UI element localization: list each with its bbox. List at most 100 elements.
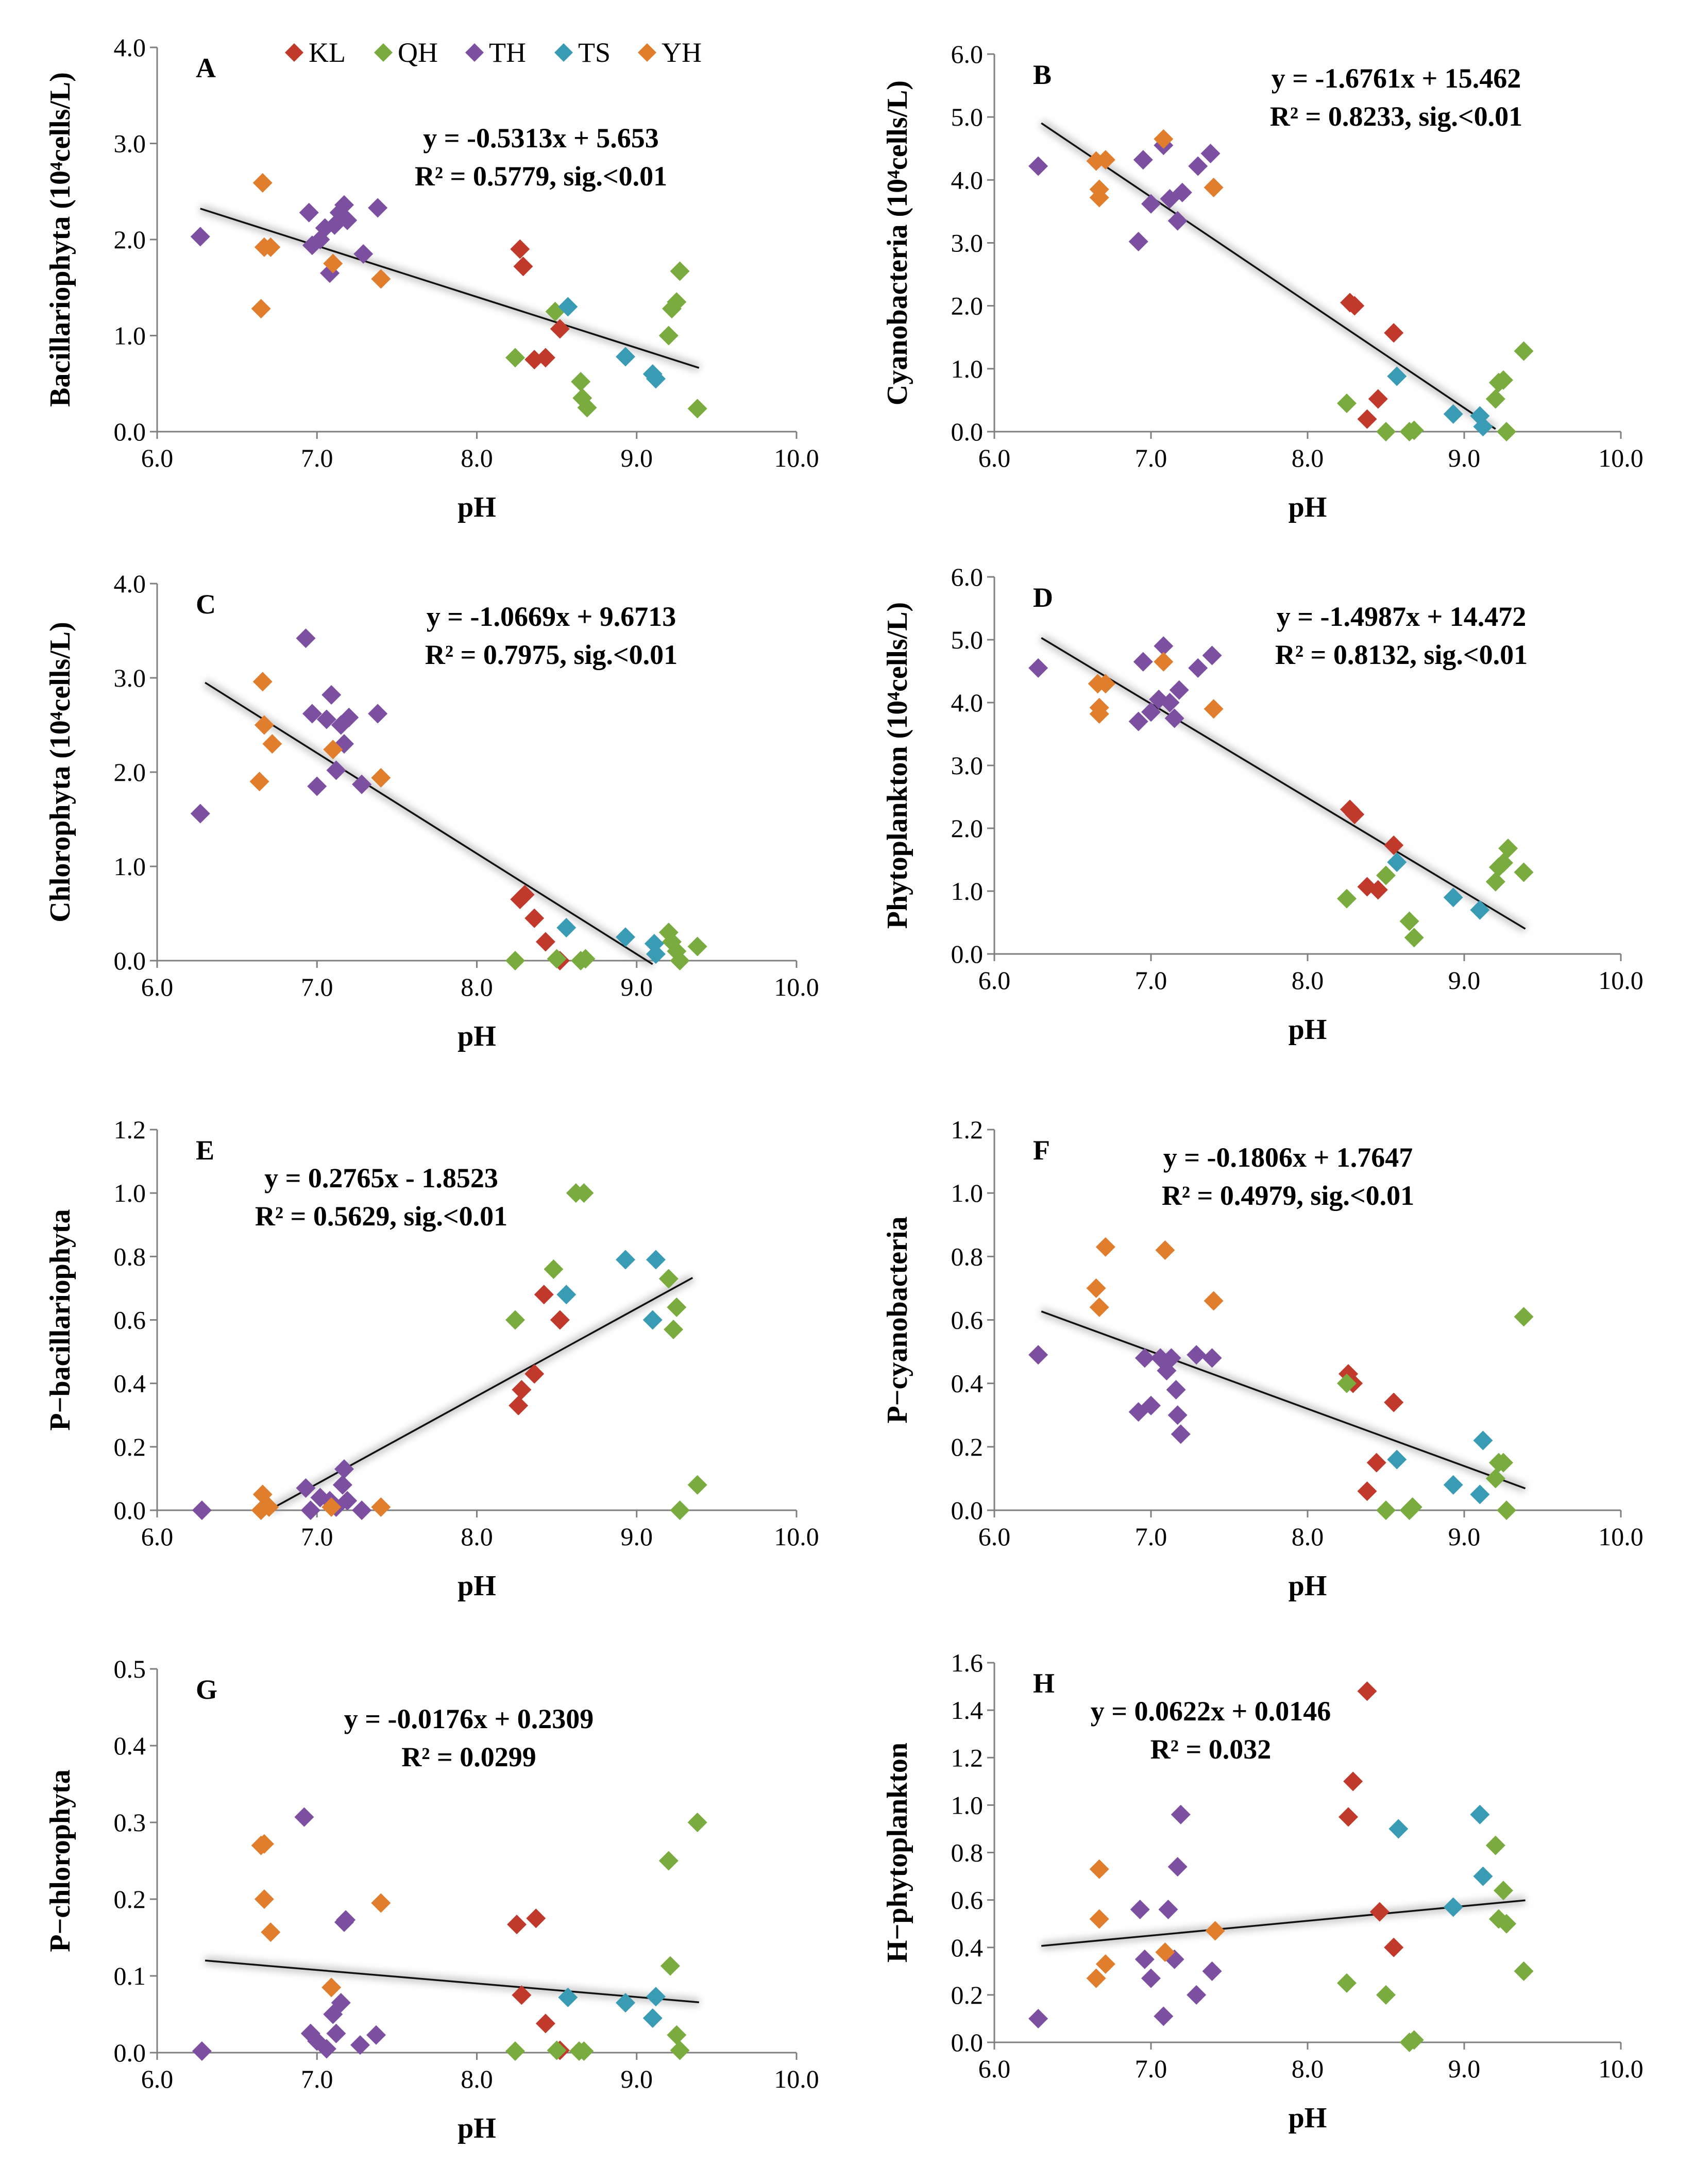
data-point-th (1172, 182, 1192, 202)
y-tick-label: 0.1 (114, 1961, 146, 1990)
data-point-th (1200, 144, 1221, 164)
y-axis-label: Phytoplankton (10⁴cells/L) (882, 602, 913, 929)
data-point-th (192, 1500, 212, 1520)
y-tick-label: 3.0 (951, 229, 984, 258)
x-tick-label: 7.0 (301, 1522, 333, 1551)
data-point-th (331, 1993, 351, 2013)
data-point-th (1028, 658, 1048, 678)
data-point-kl (510, 239, 530, 259)
x-tick-label: 9.0 (621, 1522, 653, 1551)
data-point-yh (1204, 177, 1224, 197)
series-yh (1086, 1237, 1224, 1317)
data-point-qh (1497, 1914, 1517, 1934)
series-qh (505, 923, 707, 970)
data-point-yh (249, 772, 269, 792)
data-point-qh (544, 1259, 564, 1279)
x-tick-label: 9.0 (1448, 443, 1481, 472)
regression-equation: y = -1.6761x + 15.462 (1272, 63, 1521, 94)
data-point-th (326, 2023, 346, 2043)
data-point-th (1028, 1345, 1048, 1365)
panel-c: 0.0 1.0 2.0 3.0 4.0 6.0 7.0 8.0 9.0 10.0 pH Chlorop… (44, 569, 819, 1052)
data-point-yh (1086, 1278, 1106, 1298)
data-point-th (1028, 156, 1048, 176)
data-point-yh (1204, 699, 1224, 719)
data-point-qh (667, 1297, 687, 1317)
legend-label: TH (489, 37, 526, 68)
trendline (268, 1277, 693, 1511)
data-point-th (326, 760, 346, 780)
panel-label: H (1033, 1668, 1055, 1699)
y-tick-label: 3.0 (951, 751, 984, 780)
data-point-qh (505, 348, 525, 368)
x-tick-label: 8.0 (1292, 2054, 1324, 2083)
x-tick-label: 6.0 (978, 2054, 1011, 2083)
y-tick-label: 4.0 (951, 165, 984, 194)
data-point-ts (642, 2008, 663, 2028)
data-point-kl (1384, 1937, 1404, 1957)
y-tick-label: 2.0 (951, 292, 984, 320)
data-point-yh (262, 734, 282, 754)
x-tick-label: 10.0 (774, 1522, 819, 1551)
data-point-th (1188, 156, 1208, 176)
data-point-kl (515, 884, 535, 905)
data-point-yh (371, 1893, 391, 1913)
data-point-kl (1357, 1481, 1377, 1502)
data-point-qh (1399, 911, 1419, 931)
series-kl (510, 239, 570, 370)
y-tick-label: 0.0 (114, 946, 146, 975)
data-point-yh (251, 299, 271, 319)
panel-label: B (1033, 59, 1052, 90)
y-tick-label: 1.0 (114, 321, 146, 350)
x-tick-label: 10.0 (1598, 1522, 1644, 1551)
data-point-qh (658, 326, 679, 346)
data-point-th (1130, 1900, 1150, 1920)
data-point-qh (1376, 1500, 1396, 1520)
x-tick-label: 9.0 (1448, 1522, 1481, 1551)
data-point-qh (505, 951, 525, 970)
x-tick-label: 6.0 (978, 966, 1011, 995)
series-th (190, 628, 388, 824)
x-axis-label: pH (1289, 491, 1327, 523)
series-yh (251, 1485, 391, 1520)
data-point-qh (687, 399, 707, 419)
panel-e: 0.0 0.2 0.4 0.6 0.8 1.0 1.2 6.0 7.0 8.0 9.0 10.0 pH P… (44, 1115, 819, 1602)
regression-r-squared: R² = 0.4979, sig.<0.01 (1162, 1180, 1414, 1211)
x-tick-label: 10.0 (774, 972, 819, 1001)
data-point-kl (550, 1310, 570, 1330)
series-ts (1387, 1430, 1493, 1505)
data-point-kl (535, 2014, 555, 2034)
x-tick-label: 8.0 (1292, 966, 1324, 995)
data-point-yh (261, 1922, 281, 1942)
series-yh (1086, 129, 1224, 208)
y-tick-label: 0.0 (951, 1496, 984, 1525)
data-point-qh (1376, 1985, 1396, 2005)
data-point-ts (1387, 1449, 1407, 1470)
data-point-yh (252, 173, 273, 193)
series-th (1028, 135, 1221, 252)
series-kl (1340, 799, 1404, 900)
data-point-kl (550, 319, 570, 339)
y-tick-label: 2.0 (951, 814, 984, 843)
data-point-th (1167, 211, 1188, 231)
legend-marker (554, 43, 573, 62)
x-tick-label: 8.0 (461, 443, 493, 472)
data-point-kl (512, 1985, 532, 2005)
data-point-yh (1155, 1240, 1175, 1260)
data-point-th (368, 704, 388, 724)
data-point-qh (1497, 1500, 1517, 1520)
x-tick-label: 7.0 (1135, 2054, 1167, 2083)
data-point-qh (505, 2041, 525, 2061)
data-point-ts (1473, 1866, 1493, 1886)
regression-equation: y = -1.4987x + 14.472 (1277, 601, 1527, 632)
data-point-qh (571, 372, 591, 392)
series-ts (1388, 1804, 1493, 1917)
data-point-yh (254, 715, 274, 735)
y-tick-label: 0.3 (114, 1808, 146, 1837)
legend-item-kl: KL (285, 37, 346, 68)
data-point-yh (1204, 1291, 1224, 1311)
data-point-th (1202, 645, 1222, 666)
data-point-kl (1345, 805, 1365, 825)
data-point-yh (1095, 1954, 1115, 1974)
data-point-yh (321, 1977, 342, 1998)
